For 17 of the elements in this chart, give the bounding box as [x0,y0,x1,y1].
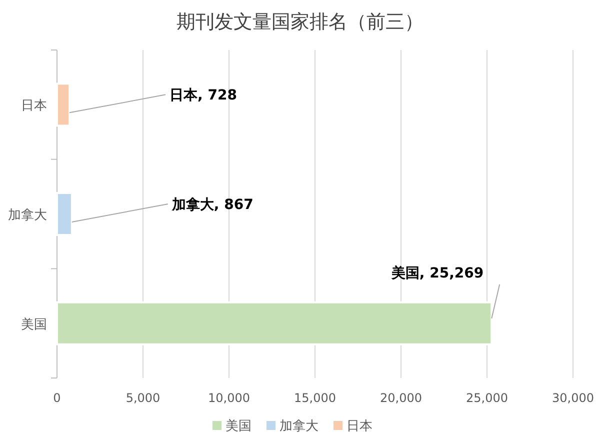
x-tick-label: 25,000 [466,391,508,405]
x-tick-label: 15,000 [294,391,336,405]
y-tick-label: 美国 [21,316,47,332]
legend-label: 加拿大 [280,419,318,434]
chart-title: 期刊发文量国家排名（前三） [176,11,424,33]
data-label: 美国, 25,269 [390,264,484,282]
data-label: 加拿大, 867 [170,197,254,213]
y-tick-label: 日本 [21,98,47,114]
legend-label: 美国 [226,418,252,434]
y-tick-label: 加拿大 [8,208,47,223]
data-label: 日本, 728 [170,88,237,104]
x-tick-label: 10,000 [208,391,250,405]
legend-label: 日本 [346,419,372,434]
x-tick-label: 0 [53,391,61,405]
x-tick-label: 5,000 [126,391,160,405]
x-tick-label: 20,000 [380,391,422,405]
x-tick-label: 30,000 [552,391,594,405]
